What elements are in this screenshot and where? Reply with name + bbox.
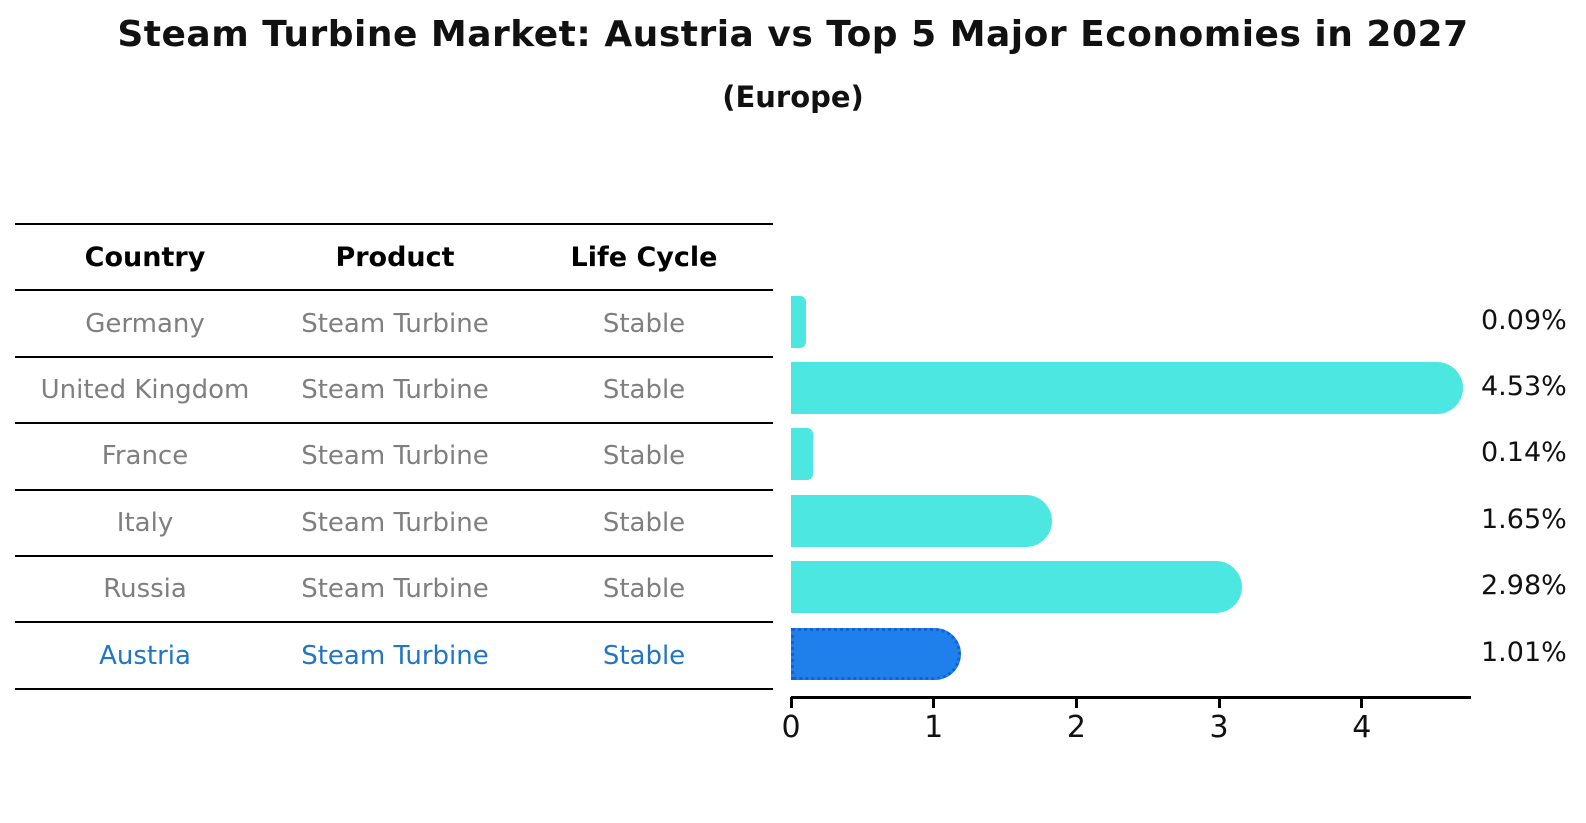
value-label-italy: 1.65% (1481, 503, 1567, 535)
bar-italy (791, 494, 1053, 547)
value-label-austria: 1.01% (1481, 636, 1567, 668)
product-cell: Steam Turbine (301, 574, 489, 605)
table-header-row: Country Product Life Cycle (15, 225, 773, 292)
x-tick-mark (789, 697, 793, 708)
x-tick-label: 0 (781, 710, 801, 745)
country-cell: Germany (85, 308, 205, 339)
product-cell: Steam Turbine (301, 441, 489, 472)
country-cell: France (101, 441, 189, 472)
header-life-cycle: Life Cycle (570, 241, 718, 273)
x-tick-label: 1 (924, 710, 944, 745)
table-row: France Steam Turbine Stable (15, 424, 773, 491)
country-table: Country Product Life Cycle Germany Steam… (15, 223, 773, 690)
x-tick-mark (1217, 697, 1221, 708)
life-cycle-cell: Stable (602, 507, 686, 538)
bar-france (791, 428, 813, 481)
bar-united-kingdom (791, 361, 1464, 414)
life-cycle-cell: Stable (602, 308, 686, 339)
x-tick-label: 2 (1066, 710, 1086, 745)
chart-title: Steam Turbine Market: Austria vs Top 5 M… (117, 14, 1469, 55)
product-cell: Steam Turbine (301, 640, 489, 671)
value-label-germany: 0.09% (1481, 304, 1567, 336)
product-cell: Steam Turbine (301, 308, 489, 339)
life-cycle-cell: Stable (602, 574, 686, 605)
table-row: United Kingdom Steam Turbine Stable (15, 358, 773, 425)
header-product: Product (335, 241, 455, 273)
table-row: Italy Steam Turbine Stable (15, 491, 773, 557)
table-row: Germany Steam Turbine Stable (15, 291, 773, 358)
x-tick-label: 4 (1352, 710, 1372, 745)
table-row: Russia Steam Turbine Stable (15, 557, 773, 624)
life-cycle-cell: Stable (602, 640, 686, 671)
x-tick-mark (1074, 697, 1078, 708)
x-axis-line (791, 696, 1471, 699)
value-label-france: 0.14% (1481, 437, 1567, 469)
bar-russia (791, 561, 1243, 614)
product-cell: Steam Turbine (301, 507, 489, 538)
life-cycle-cell: Stable (602, 374, 686, 405)
life-cycle-cell: Stable (602, 441, 686, 472)
bar-germany (791, 295, 806, 348)
product-cell: Steam Turbine (301, 374, 489, 405)
chart-subtitle: (Europe) (722, 80, 864, 114)
value-label-united-kingdom: 4.53% (1481, 370, 1567, 402)
country-cell: United Kingdom (40, 374, 250, 405)
country-cell: Austria (99, 640, 191, 671)
value-label-russia: 2.98% (1481, 570, 1567, 602)
x-tick-label: 3 (1209, 710, 1229, 745)
country-cell: Russia (103, 574, 187, 605)
bar-austria (791, 627, 962, 680)
x-tick-mark (932, 697, 936, 708)
x-tick-mark (1360, 697, 1364, 708)
table-body: Germany Steam Turbine Stable United King… (15, 291, 773, 690)
header-country: Country (84, 241, 206, 273)
country-cell: Italy (116, 507, 174, 538)
table-row: Austria Steam Turbine Stable (15, 623, 773, 690)
